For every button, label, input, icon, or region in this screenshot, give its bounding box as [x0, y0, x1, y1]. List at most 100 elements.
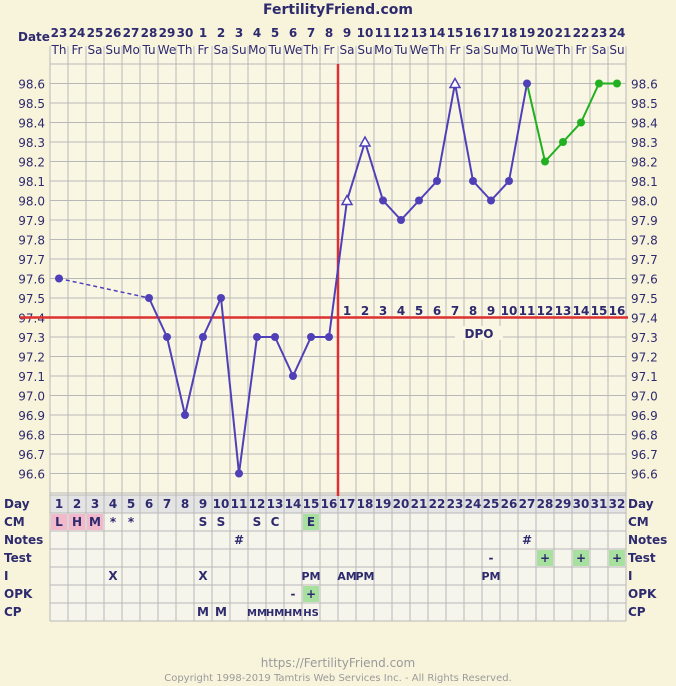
chart-title: FertilityFriend.com [263, 2, 413, 18]
weekday-label: Sa [592, 43, 607, 57]
table-cell-cm: L [55, 515, 63, 529]
date-label: 7 [307, 26, 315, 40]
y-axis: 98.6 98.6 98.5 98.5 98.4 98.4 98.3 98.3 98.2 98.2… [18, 78, 657, 482]
table-cell-test: - [489, 551, 494, 565]
cycle-day-number: 8 [181, 497, 189, 511]
temp-line-segment [292, 336, 312, 377]
weekday-label: Sa [214, 43, 229, 57]
table-cell-cm: M [89, 515, 101, 529]
dpo-number: 14 [573, 304, 590, 318]
temperature-lines [20, 64, 628, 496]
y-tick-right: 96.9 [631, 409, 658, 423]
temp-line-segment [454, 83, 474, 182]
temp-line-dashed [58, 277, 150, 299]
cycle-day-number: 15 [303, 497, 320, 511]
temp-point [235, 469, 243, 478]
row-label-left: Notes [4, 533, 43, 547]
cycle-day-number: 5 [127, 497, 135, 511]
row-label-left: Day [4, 497, 30, 511]
temp-line-segment [238, 336, 258, 474]
dpo-number: 15 [591, 304, 608, 318]
table-cell-cp: M [197, 605, 209, 619]
row-label-right: I [628, 569, 632, 583]
temp-point-triangle [448, 76, 462, 89]
table-cell-cp: HM [266, 608, 284, 619]
dpo-number: 8 [469, 304, 477, 318]
cell-highlight [303, 586, 319, 602]
table-cell-test: + [540, 551, 550, 565]
cycle-day-number: 28 [537, 497, 554, 511]
table-cell-notes: # [234, 533, 244, 547]
table-cell-intercourse: PM [355, 570, 374, 583]
y-tick-right: 97.2 [631, 351, 658, 365]
dpo-number: 2 [361, 304, 369, 318]
table-cell-cm: H [72, 515, 82, 529]
temp-point [379, 196, 387, 205]
table-cell-intercourse: AM [337, 570, 356, 583]
table-cell-cm: * [128, 515, 135, 529]
temp-point [253, 333, 261, 341]
cycle-day-number: 31 [591, 497, 608, 511]
weekday-label: Fr [198, 43, 209, 57]
y-tick-right: 97.4 [631, 312, 658, 326]
cycle-day-number: 21 [411, 497, 428, 511]
date-label: 5 [271, 26, 279, 40]
date-label: 4 [253, 26, 261, 40]
date-label: 22 [573, 26, 590, 40]
temp-line-segment [220, 297, 240, 474]
dpo-label-bg [455, 326, 503, 340]
temp-line-segment [328, 200, 348, 338]
y-tick-right: 97.3 [631, 331, 658, 345]
y-tick-right: 97.9 [631, 214, 658, 228]
date-label: 16 [465, 26, 482, 40]
dpo-number: 12 [537, 304, 554, 318]
weekday-label: Tu [267, 43, 281, 57]
future-temp-segment [526, 83, 546, 162]
weekday-label: Sa [340, 43, 355, 57]
temp-line-segment [346, 141, 366, 201]
cell-highlight [537, 550, 553, 566]
date-label: 17 [483, 26, 500, 40]
cycle-day-number: 11 [231, 497, 248, 511]
table-cell-cm: C [271, 515, 280, 529]
temp-point [145, 294, 153, 302]
future-temp-segment [562, 121, 582, 143]
y-tick-right: 97.5 [631, 292, 658, 306]
row-label-right: OPK [628, 587, 657, 601]
date-label: 30 [177, 26, 194, 40]
cell-highlight [303, 514, 319, 530]
temp-line-segment [274, 336, 294, 377]
cycle-day-number: 9 [199, 497, 207, 511]
y-tick-left: 98.5 [18, 97, 45, 111]
cycle-day-number: 12 [249, 497, 266, 511]
dpo-number: 7 [451, 304, 459, 318]
date-label: 13 [411, 26, 428, 40]
date-label: 6 [289, 26, 297, 40]
temp-line-segment [382, 199, 402, 221]
cycle-day-number: 19 [375, 497, 392, 511]
temp-point-triangle [358, 135, 372, 147]
date-label: 27 [123, 26, 140, 40]
dpo-number: 5 [415, 304, 423, 318]
row-label-right: Test [628, 551, 656, 565]
weekday-label: Th [555, 43, 571, 57]
y-tick-right: 98.1 [631, 175, 658, 189]
date-label: 2 [217, 26, 225, 40]
y-tick-left: 98.1 [18, 175, 45, 189]
future-temp-point [577, 118, 585, 127]
date-label: 23 [51, 26, 68, 40]
dpo-label: DPO [465, 327, 494, 341]
row-label-right: CM [628, 515, 649, 529]
temp-point [271, 333, 279, 341]
cycle-day-number: 27 [519, 497, 536, 511]
date-label: 28 [141, 26, 158, 40]
y-tick-left: 97.3 [18, 331, 45, 345]
cell-highlight [609, 550, 625, 566]
table-cell-intercourse: PM [301, 570, 320, 583]
y-tick-right: 97.6 [631, 273, 658, 287]
temp-line-segment [184, 336, 204, 416]
table-cell-opk: + [306, 587, 316, 601]
date-label: 3 [235, 26, 243, 40]
temp-point [487, 196, 495, 205]
